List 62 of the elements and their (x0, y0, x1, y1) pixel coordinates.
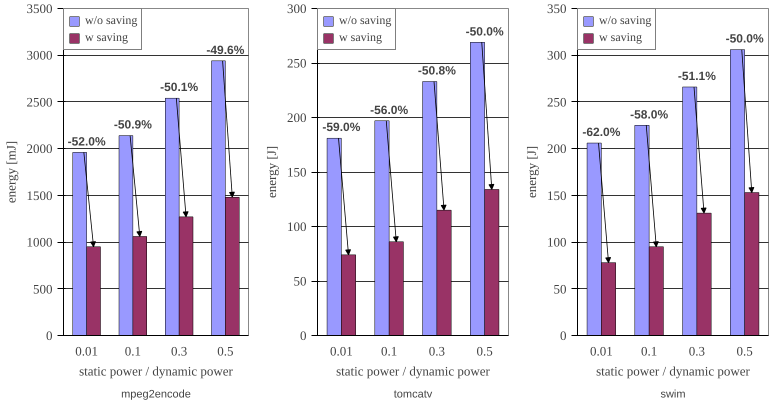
y-tick-label: 3500 (26, 1, 52, 16)
x-tick-label: 0.3 (688, 344, 705, 358)
legend-label: w/o saving (599, 13, 652, 28)
y-tick-label: 200 (287, 110, 306, 125)
legend-label: w saving (339, 30, 382, 45)
annotation: -56.0% (370, 102, 408, 117)
x-tick-label: 0.5 (476, 344, 493, 358)
annotation: -59.0% (322, 120, 361, 134)
y-tick-label: 50 (294, 274, 306, 288)
y-tick-label: 0 (46, 328, 52, 343)
legend-label: w/o saving (339, 13, 392, 28)
y-tick-label: 200 (547, 141, 566, 156)
x-axis-title: static power / dynamic power (596, 364, 751, 378)
annotation: -50.8% (418, 64, 456, 78)
annotation: -52.0% (68, 134, 106, 148)
annotation: -62.0% (582, 125, 621, 140)
y-tick-label: 1500 (26, 188, 52, 203)
text: mpeg2encode (121, 388, 191, 400)
annotation: -58.0% (630, 107, 668, 122)
text: swim (660, 388, 686, 400)
y-tick-label: 500 (33, 281, 52, 296)
y-tick-label: 100 (547, 234, 566, 250)
annotation: -50.9% (114, 118, 152, 132)
x-tick-label: 0.1 (124, 344, 141, 358)
annotation: -50.0% (466, 24, 504, 38)
x-tick-label: 0.01 (75, 344, 98, 358)
legend-label: w saving (85, 30, 128, 45)
x-tick-label: 0.3 (171, 344, 188, 358)
y-tick-label: 1000 (26, 234, 52, 250)
y-tick-label: 2500 (26, 94, 52, 110)
y-tick-label: 350 (547, 1, 566, 16)
x-axis-title: static power / dynamic power (79, 364, 234, 378)
y-tick-label: 0 (560, 328, 566, 343)
x-tick-label: 0.01 (590, 344, 613, 358)
x-tick-label: 0.1 (381, 344, 398, 358)
x-axis-title: static power / dynamic power (336, 364, 491, 378)
y-tick-label: 100 (287, 219, 306, 234)
y-tick-label: 300 (287, 1, 306, 16)
legend-label: w saving (599, 30, 642, 45)
legend-label: w/o saving (85, 13, 138, 28)
annotation: -51.1% (678, 68, 716, 83)
text: tomcatv (394, 388, 433, 400)
y-tick-label: 150 (547, 188, 566, 203)
y-tick-label: 250 (547, 94, 566, 110)
annotation: -50.1% (160, 80, 198, 94)
y-tick-label: 2000 (26, 141, 52, 156)
y-tick-label: 0 (300, 328, 306, 343)
y-tick-label: 3000 (26, 48, 52, 63)
annotation: -50.0% (726, 32, 764, 46)
y-tick-label: 250 (287, 56, 306, 70)
y-axis-title: energy [J] (524, 146, 539, 198)
annotation: -49.6% (206, 42, 245, 57)
x-tick-label: 0.1 (641, 344, 658, 358)
x-tick-label: 0.3 (428, 344, 445, 358)
y-tick-label: 300 (547, 48, 566, 63)
y-axis-title: energy [J] (264, 146, 279, 198)
y-axis-title: energy [mJ] (4, 140, 18, 204)
y-tick-label: 150 (287, 164, 306, 180)
y-tick-label: 50 (554, 281, 566, 296)
x-tick-label: 0.5 (217, 344, 234, 358)
x-tick-label: 0.5 (736, 344, 753, 358)
x-tick-label: 0.01 (330, 344, 353, 358)
